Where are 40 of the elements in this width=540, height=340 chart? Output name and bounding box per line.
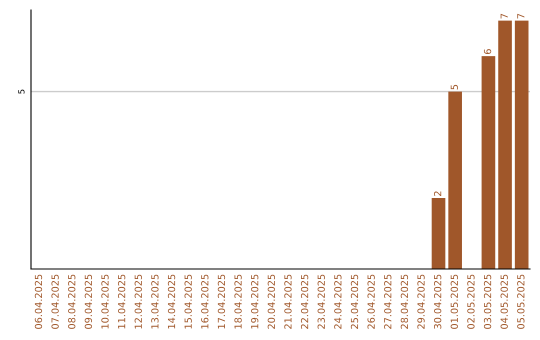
x-tick-label: 25.04.2025 <box>350 274 358 329</box>
x-tick-label: 27.04.2025 <box>384 274 392 329</box>
x-tick-label: 26.04.2025 <box>367 274 375 329</box>
bar <box>482 56 496 269</box>
x-tick-label: 15.04.2025 <box>184 274 192 328</box>
x-tick-label: 16.04.2025 <box>201 274 208 328</box>
x-tick-label: 08.04.2025 <box>68 274 76 329</box>
x-tick-label: 19.04.2025 <box>251 274 258 328</box>
x-tick-label: 13.04.2025 <box>151 274 159 328</box>
data-label: 7 <box>517 14 524 18</box>
x-tick-label: 21.04.2025 <box>284 274 292 329</box>
bar <box>498 20 512 269</box>
bar <box>448 92 462 269</box>
data-label: 2 <box>434 191 442 196</box>
x-tick-label: 29.04.2025 <box>417 274 425 329</box>
x-tick-label: 05.05.2025 <box>517 274 525 329</box>
x-tick-label: 20.04.2025 <box>268 274 276 329</box>
x-tick-label: 14.04.2025 <box>168 274 176 328</box>
x-tick-label: 11.04.2025 <box>118 274 126 328</box>
data-label: 7 <box>500 14 508 18</box>
x-tick-label: 28.04.2025 <box>400 274 408 329</box>
x-tick-label: 23.04.2025 <box>318 274 325 329</box>
x-tick-label: 04.05.2025 <box>500 274 508 329</box>
x-tick-label: 06.04.2025 <box>34 274 42 329</box>
x-tick-label: 03.05.2025 <box>484 274 492 329</box>
x-tick-label: 10.04.2025 <box>101 274 109 328</box>
data-label: 5 <box>450 84 458 90</box>
bar <box>514 20 529 269</box>
x-tick-label: 17.04.2025 <box>218 274 226 328</box>
x-tick-label: 02.05.2025 <box>467 274 475 329</box>
bar <box>432 198 446 269</box>
data-label: 6 <box>484 49 492 54</box>
x-tick-label: 24.04.2025 <box>334 274 342 329</box>
x-tick-label: 22.04.2025 <box>300 274 308 329</box>
x-tick-label: 12.04.2025 <box>134 274 142 328</box>
x-tick-label: 07.04.2025 <box>51 274 59 329</box>
x-tick-label: 18.04.2025 <box>234 274 242 328</box>
x-tick-label: 01.05.2025 <box>450 274 458 329</box>
x-tick-label: 09.04.2025 <box>84 274 92 329</box>
x-tick-label: 30.04.2025 <box>434 274 442 329</box>
